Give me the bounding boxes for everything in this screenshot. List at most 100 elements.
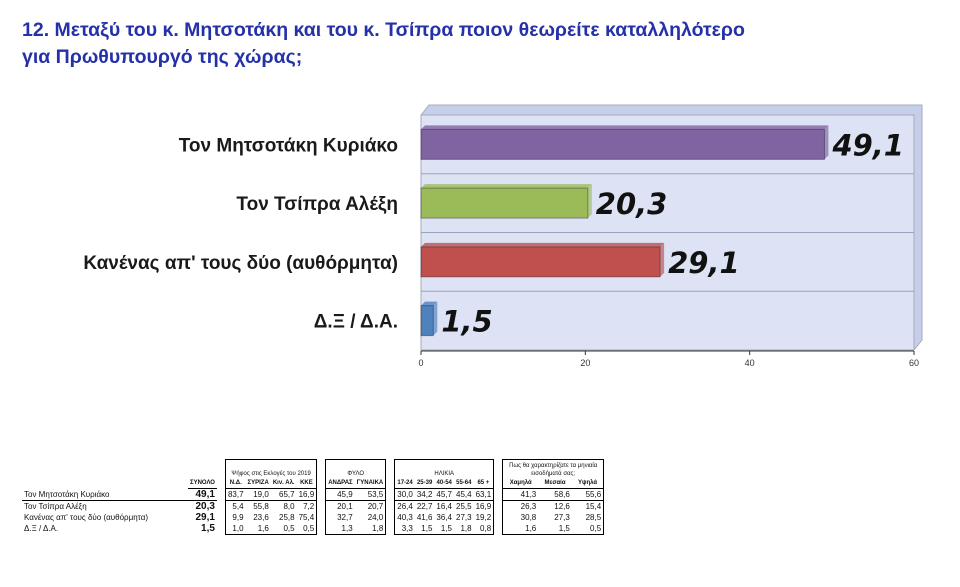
table-cell: 41,3	[502, 488, 539, 501]
page-title: 12. Μεταξύ του κ. Μητσοτάκη και του κ. Τ…	[22, 17, 922, 71]
category-label: Τον Τσίπρα Αλέξη	[236, 194, 398, 215]
bar-value-label: 49,1	[831, 128, 904, 162]
group-header-vote: Ψήφος στις Εκλογές του 2019	[224, 459, 318, 478]
table-cell: 30,8	[502, 512, 539, 523]
table-cell: 30,0	[394, 488, 415, 501]
bar-side	[660, 242, 665, 277]
table-row: Τον Μητσοτάκη Κυριάκο 49,1 83,7 19,0 65,7 16,…	[22, 488, 605, 501]
bar-top	[421, 301, 438, 306]
crosstab-table: Ψήφος στις Εκλογές του 2019 ΦΥΛΟ ΗΛΙΚΙΑ …	[22, 459, 605, 535]
table-cell: 27,3	[554, 513, 570, 522]
table-body: Τον Μητσοτάκη Κυριάκο 49,1 83,7 19,0 65,7 16,…	[22, 488, 605, 535]
table-column-header-row: ΣΥΝΟΛΟ Ν.Δ. ΣΥΡΙΖΑ Κιν. Αλ. ΚΚΕ ΑΝΔΡΑΣ Γ…	[22, 478, 605, 489]
row-label: Τον Τσίπρα Αλέξη	[24, 502, 87, 511]
bar-top	[421, 242, 665, 247]
table-cell: 1,6	[502, 523, 539, 535]
col-header: Μεσαία	[538, 478, 572, 489]
table-cell: 24,0	[354, 512, 387, 523]
table-cell: 16,9	[296, 488, 318, 501]
col-header: ΑΝΔΡΑΣ	[325, 478, 355, 489]
table-cell: 65,7	[270, 488, 297, 501]
table-cell: 36,4	[436, 513, 452, 522]
table-cell: 75,4	[296, 512, 318, 523]
table-cell: 15,4	[571, 500, 605, 512]
table-cell: 1,3	[325, 523, 355, 535]
col-header: Ν.Δ.	[224, 478, 246, 489]
col-header: ΣΥΡΙΖΑ	[245, 478, 271, 489]
gap	[217, 501, 226, 513]
table-cell: 1,5	[538, 523, 572, 535]
gap	[386, 523, 395, 535]
table-cell: 25,8	[279, 513, 295, 522]
table-cell: 20,1	[325, 500, 355, 512]
col-header: 65 +	[473, 478, 495, 489]
col-header: ΓΥΝΑΙΚΑ	[354, 478, 387, 489]
table-cell: 53,5	[354, 488, 387, 501]
table-cell: 34,2	[414, 488, 435, 501]
table-cell: 41,6	[416, 513, 433, 522]
table-cell: 9,9	[224, 512, 246, 523]
table-cell: 20,7	[354, 500, 387, 512]
table-group-header-row: Ψήφος στις Εκλογές του 2019 ΦΥΛΟ ΗΛΙΚΙΑ …	[22, 459, 605, 478]
category-label: Δ.Ξ / Δ.Α.	[314, 312, 398, 333]
table-cell: 16,9	[473, 500, 495, 512]
table-cell: 7,2	[296, 500, 318, 512]
table-cell: 58,6	[538, 488, 572, 501]
row-total: 1,5	[201, 523, 215, 535]
gap	[317, 501, 326, 513]
table-cell: 55,6	[571, 488, 605, 501]
gap	[494, 512, 503, 523]
table-cell: 0,5	[270, 523, 297, 535]
table-cell: 12,6	[554, 502, 570, 511]
table-cell: 27,3	[456, 513, 472, 522]
bar-value-label: 20,3	[596, 187, 668, 221]
col-header: ΚΚΕ	[296, 478, 318, 489]
table-cell: 0,8	[473, 523, 495, 535]
row-total: 49,1	[188, 488, 217, 501]
gap	[217, 512, 226, 523]
col-header: 17-24	[394, 478, 415, 489]
gap	[317, 523, 326, 535]
gap	[317, 512, 326, 523]
table-cell: 1,8	[354, 523, 387, 535]
x-tick-label: 40	[745, 358, 755, 368]
category-label: Κανένας απ' τους δύο (αυθόρμητα)	[83, 253, 398, 274]
table-cell: 32,7	[325, 512, 355, 523]
row-total: 29,1	[195, 512, 215, 523]
table-cell: 26,4	[394, 500, 415, 512]
table-cell: 8,0	[283, 502, 295, 511]
table-cell: 55,8	[253, 502, 269, 511]
table-cell: 1,0	[224, 523, 246, 535]
x-tick-label: 20	[580, 358, 590, 368]
bar-top	[421, 125, 829, 130]
col-header-total: ΣΥΝΟΛΟ	[188, 478, 217, 489]
bar-top	[421, 184, 592, 189]
gap	[386, 512, 395, 523]
title-line-2: για Πρωθυπουργό της χώρας;	[22, 46, 303, 68]
table-cell: 26,3	[502, 500, 539, 512]
col-header: 55-64	[454, 478, 474, 489]
table-cell: 3,3	[394, 523, 415, 535]
x-tick-label: 60	[909, 358, 919, 368]
table-cell: 40,3	[394, 512, 415, 523]
col-header: 40-54	[434, 478, 454, 489]
bar-chart: 49,1 Τον Μητσοτάκη Κυριάκο 20,3 Τον Τσίπρα …	[83, 104, 923, 368]
col-header: Κιν. Αλ.	[270, 478, 297, 489]
table-cell: 0,5	[571, 523, 605, 535]
group-header-income: Πως θα χαρακτηρίζατε τα μηνιαία εισοδήμα…	[502, 459, 605, 478]
table-row: Τον Τσίπρα Αλέξη 20,3 5,4 55,8 8,0 7,2 20,1 20,…	[22, 500, 605, 513]
table-cell: 5,4	[224, 500, 246, 512]
x-tick-label: 0	[418, 358, 423, 368]
table-row: Δ.Ξ / Δ.Α. 1,5 1,0 1,6 0,5 0,5 1,3 1,8 3,3 1,5 1,5…	[22, 523, 605, 535]
table-cell: 0,5	[296, 523, 318, 535]
table-cell: 1,5	[434, 523, 454, 535]
col-header: Υψηλά	[571, 478, 605, 489]
gap	[386, 501, 395, 513]
row-label: Τον Μητσοτάκη Κυριάκο	[22, 488, 188, 501]
table-cell: 19,2	[473, 512, 495, 523]
table-cell: 83,7	[224, 488, 246, 501]
row-label: Δ.Ξ / Δ.Α.	[24, 524, 59, 534]
table-cell: 19,0	[245, 488, 271, 501]
table-cell: 23,6	[253, 513, 269, 522]
table-cell: 1,6	[245, 523, 271, 535]
